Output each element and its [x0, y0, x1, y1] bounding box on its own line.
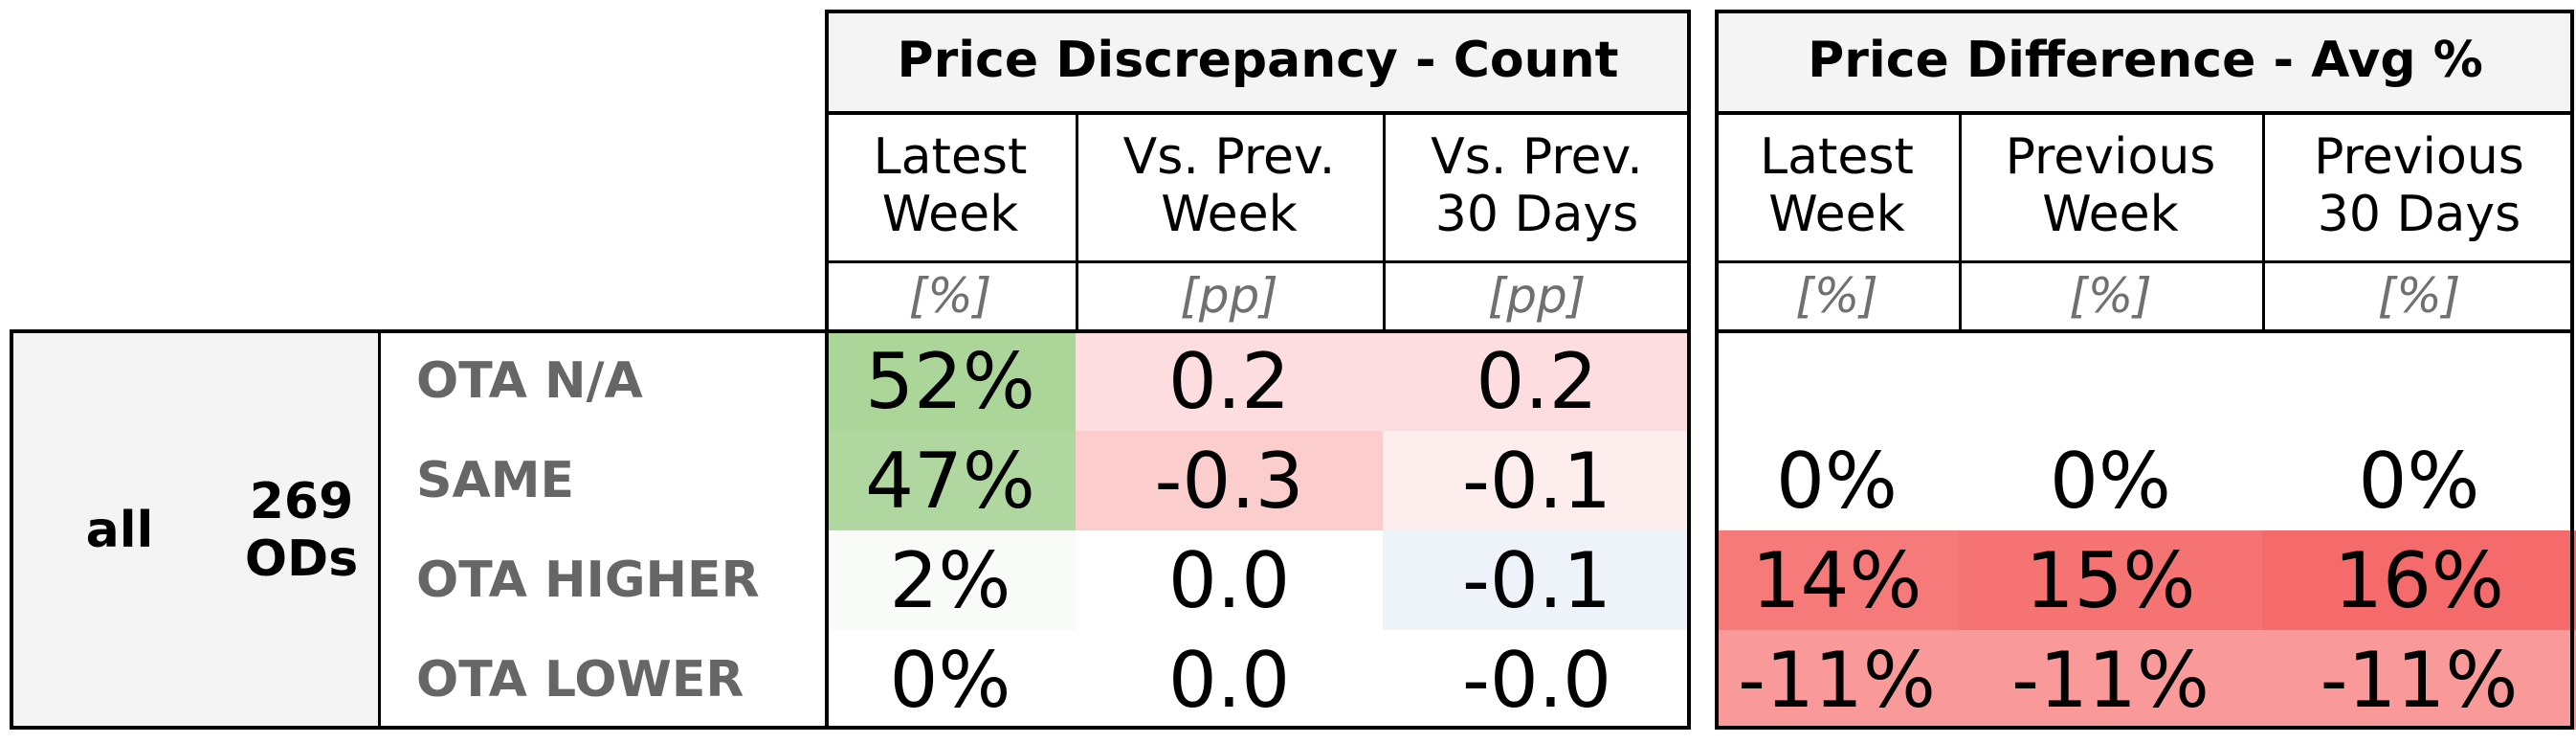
column-header: Latest Week [873, 128, 1028, 243]
row-label: OTA LOWER [416, 651, 744, 709]
grid-line [825, 331, 829, 730]
column-header: Previous Week [2005, 128, 2216, 243]
grid-line [1383, 111, 1386, 331]
column-header: Previous 30 Days [2314, 128, 2524, 243]
grid-line [10, 329, 13, 730]
data-cell: 0.2 [1076, 331, 1383, 431]
segment-count-value: 269 [249, 473, 354, 530]
grid-line [1715, 10, 2574, 13]
grid-line [825, 111, 1691, 115]
grid-line [1076, 111, 1078, 331]
data-cell: 14% [1715, 530, 1959, 630]
grid-line [825, 260, 1691, 263]
column-unit: [pp] [1180, 268, 1278, 324]
data-cell: -11% [1715, 630, 1959, 730]
data-cell: -11% [2262, 630, 2576, 730]
grid-line [2570, 10, 2574, 730]
row-label: SAME [416, 452, 574, 509]
data-cell: 16% [2262, 530, 2576, 630]
grid-line [1959, 111, 1962, 331]
column-unit: [%] [1795, 268, 1878, 324]
row-label: OTA HIGHER [416, 552, 760, 609]
data-cell: 0% [2262, 431, 2576, 530]
grid-line [10, 726, 825, 730]
grid-line [825, 10, 829, 331]
grid-line [1715, 329, 2574, 333]
data-cell: 47% [825, 431, 1076, 530]
column-header: Latest Week [1760, 128, 1914, 243]
segment-label: all [85, 502, 154, 559]
data-cell: 15% [1959, 530, 2262, 630]
column-unit: [%] [2377, 268, 2461, 324]
segment-count: 269 ODs [225, 331, 378, 730]
data-cell: -0.0 [1383, 630, 1691, 730]
data-cell: 0.2 [1383, 331, 1691, 431]
grid-line [1687, 10, 1691, 730]
group-title: Price Discrepancy - Count [825, 10, 1691, 111]
data-cell: -0.1 [1383, 530, 1691, 630]
data-cell [1959, 331, 2262, 431]
column-unit: [%] [908, 268, 992, 324]
grid-line [378, 329, 381, 730]
column-unit: [pp] [1487, 268, 1587, 324]
data-cell: -0.1 [1383, 431, 1691, 530]
segment-count-unit: ODs [244, 530, 359, 588]
data-cell: 0% [1715, 431, 1959, 530]
data-cell: 0.0 [1076, 530, 1383, 630]
grid-line [825, 329, 1691, 333]
column-header: Vs. Prev. 30 Days [1431, 128, 1643, 243]
data-cell: 0% [1959, 431, 2262, 530]
data-cell: 0.0 [1076, 630, 1383, 730]
data-cell [1715, 331, 1959, 431]
data-cell: 2% [825, 530, 1076, 630]
column-header: Vs. Prev. Week [1122, 128, 1336, 243]
group-title: Price Difference - Avg % [1715, 10, 2576, 111]
grid-line [1715, 331, 1719, 730]
grid-line [1715, 726, 2574, 730]
grid-line [1715, 111, 2574, 115]
data-cell: 0% [825, 630, 1076, 730]
data-cell: 52% [825, 331, 1076, 431]
row-label: OTA N/A [416, 352, 643, 410]
grid-line [10, 329, 825, 333]
grid-line [2262, 111, 2265, 331]
column-unit: [%] [2069, 268, 2152, 324]
segment-panel [10, 331, 378, 730]
data-cell [2262, 331, 2576, 431]
grid-line [825, 726, 1691, 730]
data-cell: -11% [1959, 630, 2262, 730]
grid-line [1715, 260, 2574, 263]
grid-line [1715, 10, 1719, 331]
grid-line [825, 10, 1691, 13]
segment-count-text: 269 ODs [245, 473, 358, 588]
data-cell: -0.3 [1076, 431, 1383, 530]
